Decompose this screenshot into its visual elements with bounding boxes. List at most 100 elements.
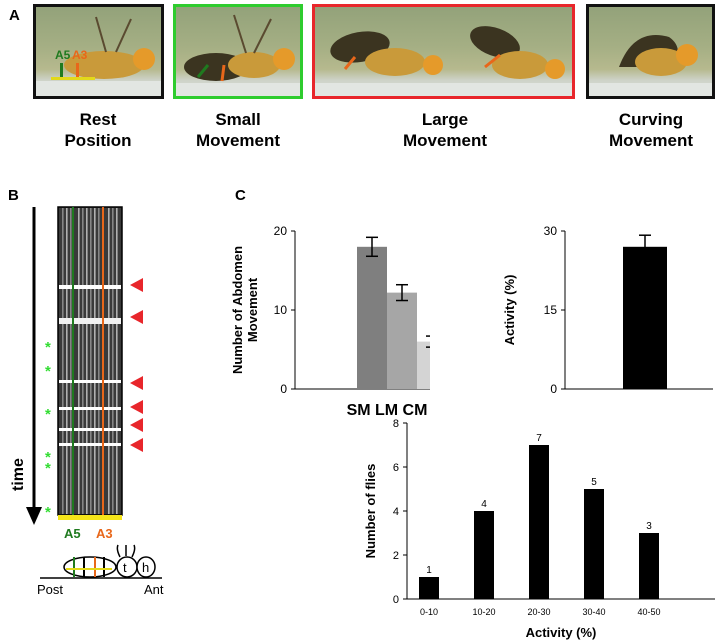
y-axis-title: Number of flies: [363, 464, 378, 559]
label-a5: A5: [55, 48, 71, 62]
y-tick-label: 15: [544, 303, 558, 317]
caption-rest-line2: Position: [64, 131, 132, 150]
caption-large-line1: Large: [421, 110, 469, 129]
chart-activity: 0 15 30 Activity (%): [502, 224, 713, 396]
photo-large-movement: [312, 4, 575, 99]
x-axis-title: Activity (%): [526, 625, 597, 640]
small-movement-star: *: [45, 504, 51, 521]
x-tick-label: 0-10: [420, 607, 438, 617]
large-movement-arrow: [130, 278, 143, 292]
y-tick-label: 10: [274, 303, 288, 317]
small-movement-star: *: [45, 339, 51, 356]
kymograph-stripe: [116, 208, 118, 514]
y-axis-title: Number of AbdomenMovement: [230, 246, 260, 374]
large-movement-arrow: [130, 376, 143, 390]
y-tick-label: 0: [550, 382, 557, 396]
y-tick-label: 8: [393, 418, 399, 430]
a5-axis-label: A5: [64, 526, 81, 541]
bar-LM: [387, 292, 417, 389]
caption-small: Small Movement: [173, 109, 303, 151]
bar-40-50: [639, 533, 659, 599]
y-tick-label: 20: [274, 224, 288, 238]
large-movement-arrow: [130, 310, 143, 324]
bar-SM: [357, 246, 387, 389]
y-axis-title: Activity (%): [502, 275, 517, 346]
large-movement-arrow: [130, 418, 143, 432]
chart-abdomen-movement: 0 10 20 Number of AbdomenMovement SM LM CM: [230, 224, 430, 419]
y-tick-label: 6: [393, 462, 399, 474]
head-label: h: [142, 560, 149, 575]
caption-large-line2: Movement: [402, 131, 488, 150]
kymograph-gap: [59, 407, 121, 410]
caption-rest: Rest Position: [43, 109, 153, 151]
fly-large-illustration: [315, 26, 572, 96]
y-tick-label: 4: [393, 506, 399, 518]
photo-small-movement: [173, 4, 303, 99]
caption-small-line2: Movement: [195, 131, 281, 150]
x-tick-label: 40-50: [637, 607, 660, 617]
data-label: 4: [481, 499, 487, 510]
caption-large: Large Movement: [380, 109, 510, 151]
panel-label-a: A: [9, 7, 20, 24]
kymograph-stripe: [94, 208, 96, 514]
panel-label-c: C: [235, 187, 246, 204]
y-tick-label: 0: [280, 382, 287, 396]
y-axis-title-line: Activity (%): [502, 275, 517, 346]
label-a3: A3: [72, 48, 88, 62]
kymograph-gap: [59, 428, 121, 431]
kymograph-stripe: [82, 208, 84, 514]
bar-20-30: [529, 445, 549, 599]
y-tick-label: 30: [544, 224, 558, 238]
kymograph-gap: [59, 443, 121, 446]
marker-baseline: [51, 77, 95, 80]
small-movement-star: *: [45, 363, 51, 380]
kymograph-gap: [59, 285, 121, 289]
y-axis-title-line: Movement: [245, 277, 260, 342]
caption-small-line1: Small: [215, 110, 261, 129]
time-arrow-head: [26, 507, 42, 525]
kymograph-gap: [59, 380, 121, 383]
bar-CM: [417, 341, 430, 389]
data-label: 1: [426, 565, 432, 576]
kymograph-baseline: [58, 515, 122, 520]
kymograph-stripe: [98, 208, 100, 514]
data-label: 5: [591, 477, 597, 488]
posterior-label: Post: [37, 582, 63, 597]
photo-curving-movement: [586, 4, 715, 99]
kymograph-stripe: [112, 208, 114, 514]
panel-label-b: B: [8, 187, 19, 204]
y-tick-label: 0: [393, 594, 399, 606]
kymograph-stripe: [70, 208, 72, 514]
y-tick-label: 2: [393, 550, 399, 562]
category-labels: SM LM CM: [347, 402, 428, 419]
anterior-label: Ant: [144, 582, 164, 597]
bar-0-10: [419, 577, 439, 599]
caption-rest-line1: Rest: [79, 110, 117, 129]
caption-curving: Curving Movement: [586, 109, 716, 151]
chart-activity-histogram: 0 2 4 6 8 1 0-10 4 10-20 7 20-30 5 30-40 3 40-50 Number…: [363, 418, 715, 640]
kymograph-stripe: [86, 208, 88, 514]
fly-curving-illustration: [589, 35, 712, 96]
data-label: 3: [646, 521, 652, 532]
y-axis-title-line: Number of flies: [363, 464, 378, 559]
fly-small-illustration: [176, 14, 300, 96]
kymograph-stripe: [62, 208, 64, 514]
large-movement-arrow: [130, 400, 143, 414]
bar-30-40: [584, 489, 604, 599]
thorax-label: t: [123, 560, 127, 575]
x-tick-label: 20-30: [527, 607, 550, 617]
a3-axis-label: A3: [96, 526, 113, 541]
x-tick-label: 10-20: [472, 607, 495, 617]
kymograph-figure: * * * * * * time A5 A3 t h Post Ant: [10, 206, 164, 597]
large-movement-arrow: [130, 438, 143, 452]
kymograph-stripe: [90, 208, 92, 514]
photo-rest-position: A5 A3: [33, 4, 164, 99]
time-label: time: [10, 458, 27, 491]
kymograph-stripe: [66, 208, 68, 514]
fly-schematic: [40, 544, 162, 579]
caption-curving-line1: Curving: [618, 110, 684, 129]
marker-a5: [60, 63, 63, 79]
y-axis-title-line: Number of Abdomen: [230, 246, 245, 374]
fly-rest-illustration: [36, 16, 161, 96]
small-movement-star: *: [45, 406, 51, 423]
